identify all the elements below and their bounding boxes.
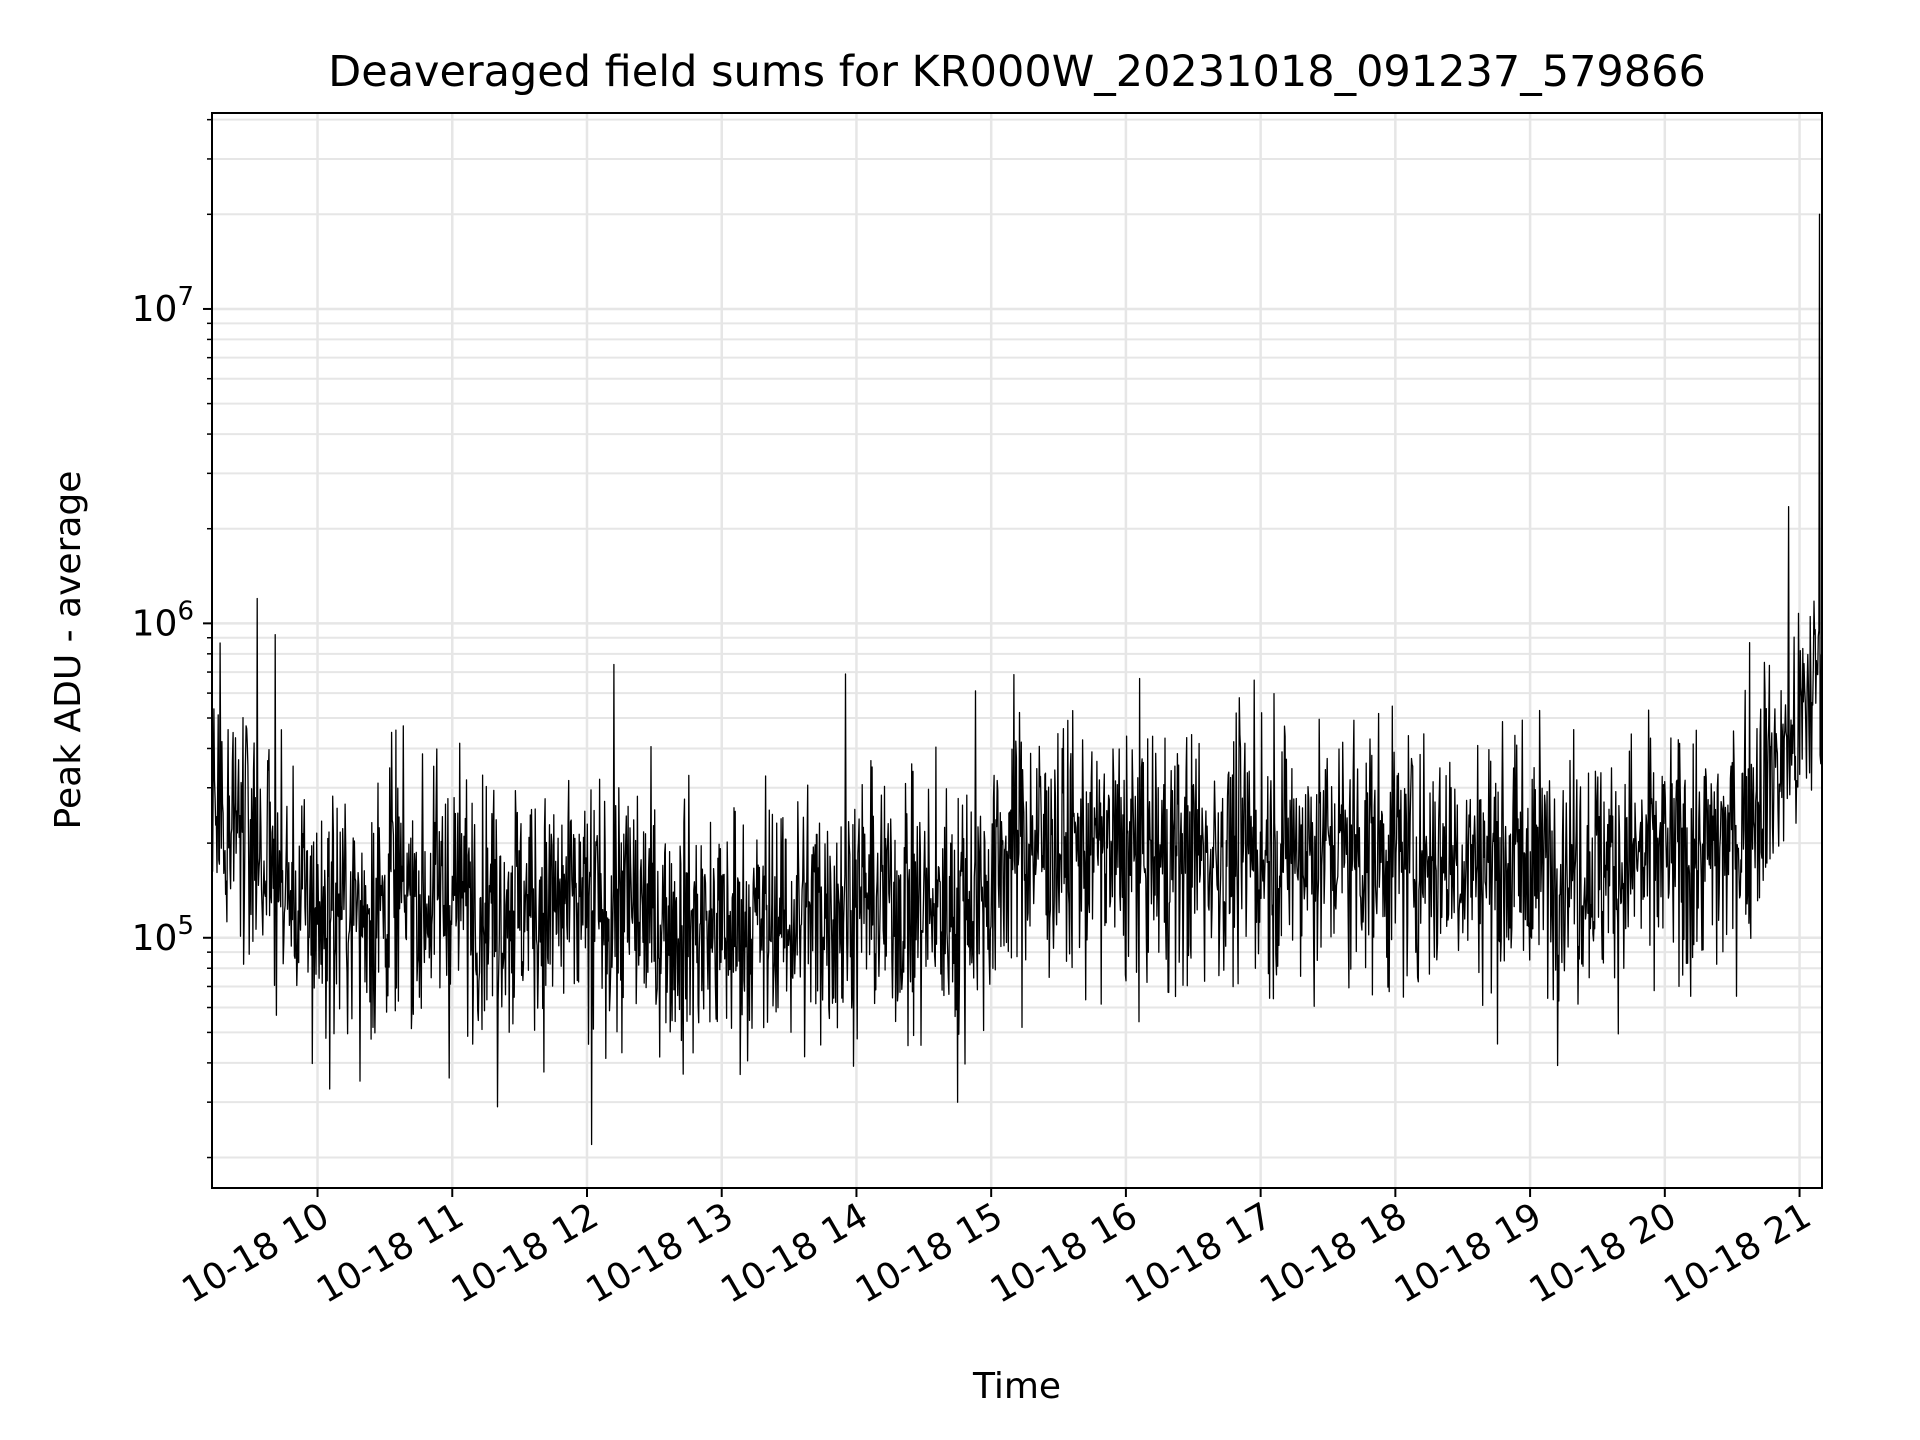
series-line [211,213,1823,1146]
y-tick-label: 107 [132,282,194,330]
data-layer [211,213,1823,1146]
y-tick-label: 106 [132,596,194,644]
plot-frame [211,112,1823,1189]
x-axis-label: Time [972,1366,1061,1407]
chart-title: Deaveraged field sums for KR000W_2023101… [328,47,1706,97]
y-axis-label: Peak ADU - average [48,471,89,830]
y-tick-label: 105 [132,911,194,959]
